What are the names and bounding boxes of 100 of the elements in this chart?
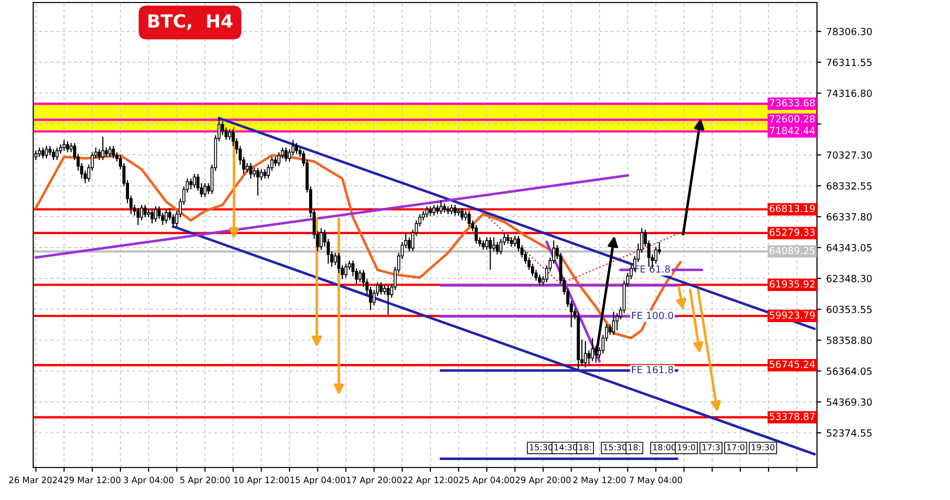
candlestick	[274, 156, 277, 167]
candlestick	[260, 168, 263, 181]
candlestick	[436, 204, 439, 215]
candlestick	[41, 147, 44, 159]
candlestick	[256, 167, 260, 196]
annotation: 17:3	[702, 444, 720, 450]
annotation: 14:30	[554, 444, 578, 450]
x-tick-label: 25 Apr 04:00	[459, 476, 514, 485]
candlestick	[263, 168, 266, 180]
ref-line-label: 61935.92	[770, 280, 814, 288]
candlestick	[38, 147, 41, 158]
candlestick	[252, 167, 256, 178]
candlestick	[612, 311, 616, 336]
candlestick	[66, 140, 70, 153]
x-tick-label: 26 Mar 2024	[9, 476, 63, 484]
candlestick	[386, 284, 390, 316]
candlestick	[284, 147, 288, 162]
candlestick	[112, 145, 115, 159]
candlestick	[358, 269, 362, 283]
candlestick	[425, 206, 428, 218]
candlestick	[513, 235, 516, 248]
x-tick-label: 2 May 12:00	[573, 476, 626, 485]
y-tick-label: 66337.80	[826, 213, 872, 220]
candlestick	[55, 147, 59, 161]
candlestick	[464, 210, 468, 221]
candlestick	[510, 236, 513, 248]
x-tick-label: 7 May 04:00	[630, 476, 682, 485]
candlestick	[488, 236, 492, 270]
y-tick-label: 70327.30	[826, 151, 872, 159]
candlestick	[203, 182, 207, 198]
annotation: 19:0	[678, 444, 696, 450]
ref-line-label: 66813.19	[770, 204, 815, 212]
candlestick	[468, 210, 471, 228]
candlestick	[496, 241, 499, 255]
candlestick	[104, 147, 108, 158]
candlestick	[164, 208, 168, 224]
candlestick	[320, 228, 323, 250]
candlestick	[277, 152, 280, 167]
annotation: 19:30	[752, 444, 774, 450]
y-tick-label: 60353.55	[826, 306, 872, 314]
text: BTC, H4	[148, 14, 232, 30]
x-tick-label: 5 Apr 20:00	[180, 476, 230, 485]
ref-line-label: 73633.68	[770, 99, 815, 107]
candlestick	[52, 148, 56, 161]
candlestick	[608, 324, 612, 336]
y-tick-label: 58358.80	[826, 336, 872, 344]
x-tick-label: 3 Apr 04:00	[124, 476, 174, 485]
annotation: FE 161.8	[632, 366, 674, 374]
candlestick	[228, 128, 232, 140]
y-tick-label: 56364.05	[826, 368, 872, 375]
candlestick	[432, 204, 436, 216]
annotation: 18:	[628, 444, 640, 450]
candlestick	[590, 337, 594, 362]
candlestick	[192, 173, 196, 188]
x-tick-label: 29 Mar 12:00	[64, 476, 120, 484]
x-tick-label: 15 Apr 04:00	[290, 476, 346, 485]
candlestick	[584, 340, 587, 368]
candlestick	[587, 350, 590, 365]
candlestick	[428, 206, 432, 216]
x-tick-label: 29 Apr 20:00	[516, 476, 571, 485]
candlestick	[98, 148, 101, 161]
ref-line-label: 65279.33	[770, 228, 815, 236]
candlestick	[380, 282, 383, 296]
candlestick	[460, 207, 464, 221]
candlestick	[450, 204, 454, 215]
candlestick	[295, 142, 298, 154]
candlestick	[408, 236, 411, 252]
ref-line-label: 64089.25	[770, 246, 815, 254]
ref-line-label: 53378.87	[770, 412, 815, 420]
x-tick-label: 10 Apr 12:00	[234, 476, 289, 485]
y-tick-label: 62348.30	[826, 274, 872, 282]
candlestick	[344, 263, 348, 278]
candlestick	[101, 136, 104, 161]
candlestick	[482, 240, 485, 250]
candlestick	[538, 274, 542, 286]
y-tick-label: 54369.30	[826, 398, 872, 406]
candlestick	[154, 206, 158, 222]
candlestick	[150, 208, 154, 224]
candlestick	[439, 200, 443, 215]
candlestick	[221, 120, 224, 136]
y-tick-label: 76311.55	[826, 58, 872, 66]
y-tick-label: 74316.80	[826, 90, 872, 97]
x-tick-label: 17 Apr 20:00	[346, 476, 402, 485]
candlestick	[334, 252, 337, 266]
candlestick	[485, 236, 488, 250]
annotation: FE 100.0	[632, 312, 674, 320]
x-tick-label: 22 Apr 12:00	[402, 476, 458, 485]
y-tick-label: 68332.55	[826, 182, 872, 190]
candlestick	[474, 224, 478, 244]
ref-line-label: 59923.79	[770, 311, 815, 319]
candlestick	[246, 162, 249, 173]
annotation: 17:0	[727, 444, 744, 450]
candlestick	[44, 145, 48, 159]
candlestick	[249, 162, 252, 180]
candlestick	[189, 178, 192, 190]
candlestick	[48, 145, 52, 156]
candlestick	[506, 234, 510, 244]
y-tick-label: 78306.30	[826, 28, 872, 36]
y-tick-label: 64343.05	[826, 244, 872, 252]
candlestick	[140, 204, 144, 221]
